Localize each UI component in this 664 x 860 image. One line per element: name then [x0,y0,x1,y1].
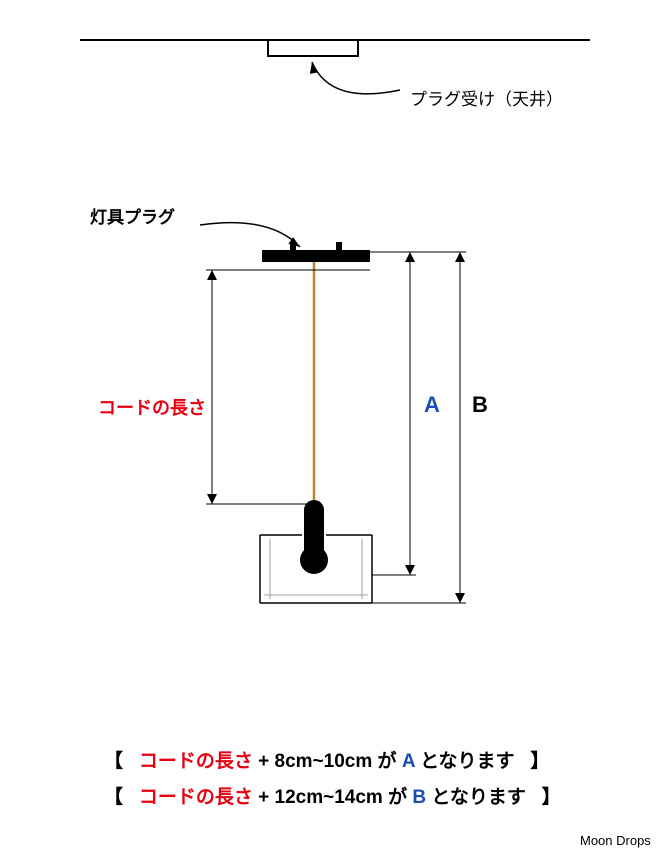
cord-length-dim-label: コードの長さ [98,394,206,420]
note-tail-text: となります [420,751,514,772]
bracket-open: 【 [104,751,123,772]
note-cord-text: コードの長さ [139,751,253,772]
brand-label: Moon Drops [580,833,651,848]
note-cord-text: コードの長さ [139,787,253,808]
note-plus-text: + 8cm~10cm が [258,751,402,772]
bracket-close: 】 [542,787,561,808]
note-letter-a: A [402,751,415,772]
bracket-close: 】 [530,751,549,772]
note-plus-text: + 12cm~14cm が [258,787,412,808]
dimension-b-label: B [472,392,488,418]
note-letter-b: B [412,787,426,808]
note-line-1: 【 コードの長さ + 8cm~10cm が A となります 】 [104,746,549,773]
diagram-canvas [0,0,664,860]
bracket-open: 【 [104,787,123,808]
lamp-plug-label: 灯具プラグ [90,203,175,228]
ceiling-socket-label: プラグ受け（天井） [410,85,563,110]
note-line-2: 【 コードの長さ + 12cm~14cm が B となります 】 [104,782,561,809]
note-tail-text: となります [431,787,525,808]
dimension-a-label: A [424,392,440,418]
